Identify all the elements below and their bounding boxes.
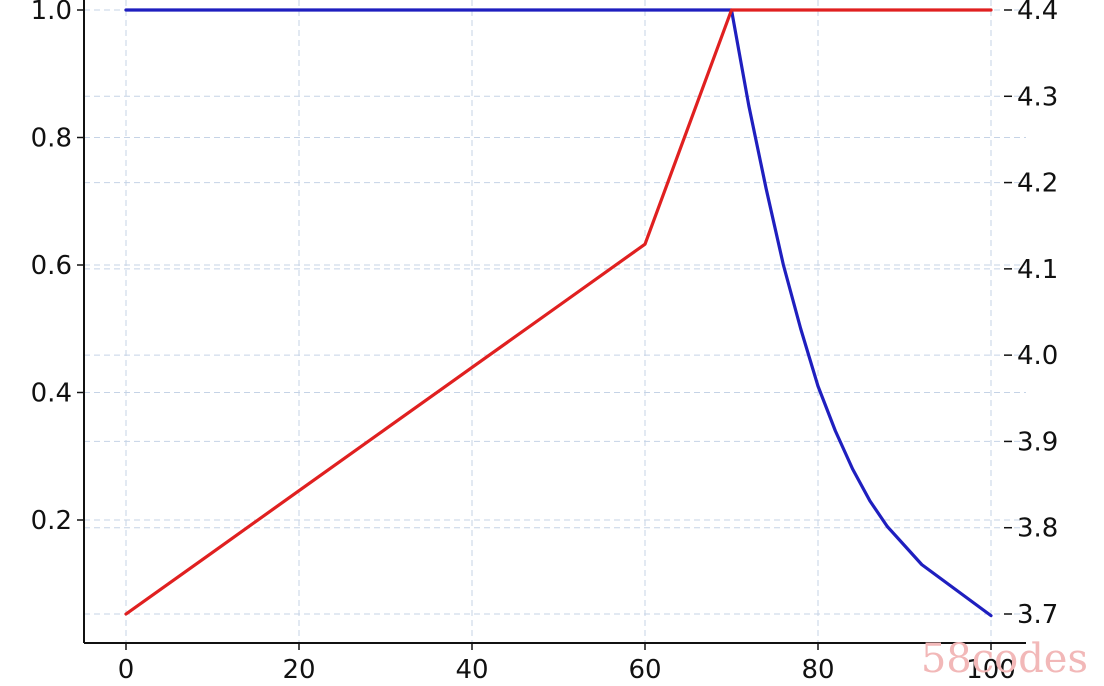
right-tick-label: 3.7 — [1017, 600, 1058, 630]
left-tick-label: 0.6 — [31, 251, 72, 281]
left-tick-label: 0.8 — [31, 124, 72, 154]
bottom-tick-label: 80 — [801, 655, 834, 685]
bottom-tick-label: 40 — [455, 655, 488, 685]
bottom-tick-label: 20 — [282, 655, 315, 685]
bottom-tick-label: 100 — [966, 655, 1016, 685]
left-tick-label: 0.2 — [31, 506, 72, 536]
bottom-tick-label: 60 — [628, 655, 661, 685]
series-line-left — [124, 8, 993, 618]
right-tick-label: 4.4 — [1017, 0, 1058, 26]
right-tick-label: 3.8 — [1017, 514, 1058, 544]
right-tick-label: 4.1 — [1017, 255, 1058, 285]
right-tick-label: 4.0 — [1017, 341, 1058, 371]
series-line-right — [124, 8, 993, 616]
tick-labels: 0.2 0.4 0.6 0.8 1.0 3.7 3.8 3.9 4.0 4.1 4.2 4.3 4.4 0… — [31, 0, 1059, 685]
series-lines — [124, 8, 993, 618]
axes — [77, 0, 1026, 650]
grid — [84, 0, 1026, 643]
right-tick-label: 4.3 — [1017, 82, 1058, 112]
left-tick-label: 1.0 — [31, 0, 72, 26]
right-tick-label: 3.9 — [1017, 427, 1058, 457]
left-tick-label: 0.4 — [31, 379, 72, 409]
right-tick-label: 4.2 — [1017, 169, 1058, 199]
bottom-tick-label: 0 — [118, 655, 135, 685]
watermark: 58codes — [921, 636, 1088, 682]
